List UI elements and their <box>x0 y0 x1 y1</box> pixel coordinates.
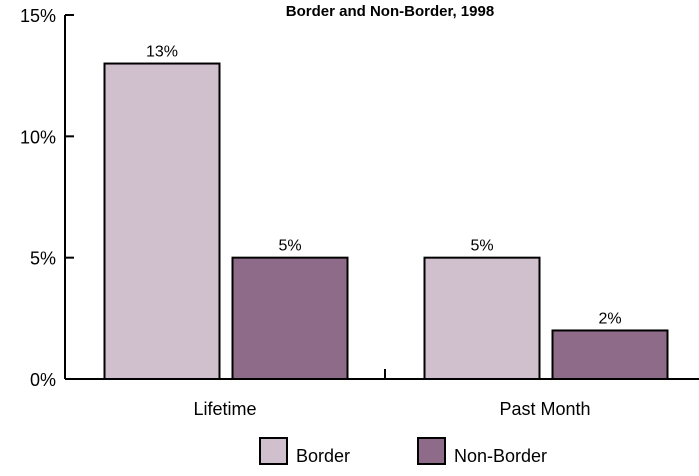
chart-title: Border and Non-Border, 1998 <box>286 3 494 20</box>
legend-label: Border <box>296 446 350 466</box>
legend-label: Non-Border <box>454 446 547 466</box>
legend: Border Non-Border <box>259 437 547 466</box>
bar-non-border <box>551 329 669 381</box>
bar-border <box>423 256 541 380</box>
y-axis-tick-label: 10% <box>20 127 56 147</box>
bars: 13% 5% 5% 2% <box>103 44 669 381</box>
y-axis-tick-label: 15% <box>20 6 56 26</box>
bar-data-label: 13% <box>146 44 178 61</box>
y-axis-tick-label: 5% <box>30 249 56 269</box>
legend-swatch <box>259 437 288 465</box>
bar-data-label: 5% <box>278 238 301 255</box>
x-axis-category-label: Lifetime <box>193 399 256 419</box>
legend-swatch <box>417 437 446 465</box>
y-axis-tick-label: 0% <box>30 370 56 390</box>
x-axis-category-label: Past Month <box>499 399 590 419</box>
bar-border <box>103 62 221 381</box>
bar-non-border <box>231 256 349 380</box>
bar-data-label: 2% <box>598 310 621 327</box>
bar-data-label: 5% <box>470 238 493 255</box>
